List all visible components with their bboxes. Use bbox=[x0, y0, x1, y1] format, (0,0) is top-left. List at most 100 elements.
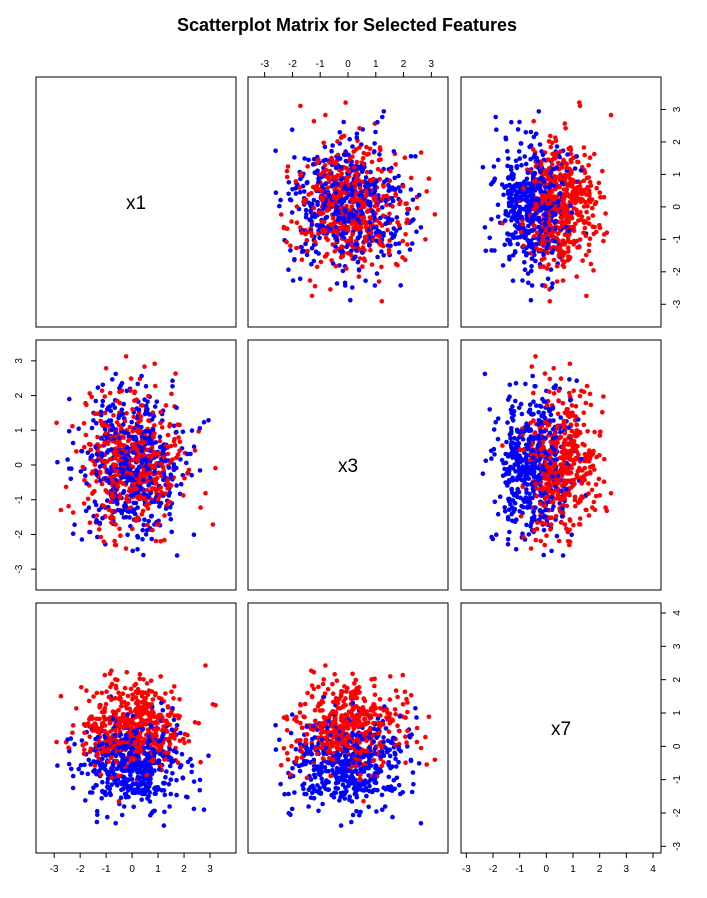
point-x7-x1 bbox=[179, 751, 185, 757]
point-x3-x1 bbox=[143, 384, 149, 389]
point-x7-x1 bbox=[109, 681, 115, 687]
point-x1-x7 bbox=[550, 281, 555, 286]
point-x1-x3 bbox=[358, 225, 364, 230]
point-x3-x1 bbox=[163, 459, 168, 464]
point-x7-x1 bbox=[129, 777, 135, 782]
variable-label-x7: x7 bbox=[551, 719, 571, 740]
point-x1-x7 bbox=[505, 163, 510, 169]
point-x1-x7 bbox=[548, 223, 553, 228]
point-x3-x7 bbox=[502, 509, 508, 514]
point-x3-x7 bbox=[490, 536, 496, 542]
point-x1-x7 bbox=[591, 268, 596, 273]
point-x1-x7 bbox=[558, 149, 563, 154]
point-x3-x7 bbox=[568, 398, 573, 403]
point-x3-x7 bbox=[565, 478, 570, 484]
point-x3-x7 bbox=[494, 532, 499, 537]
point-x1-x7 bbox=[557, 183, 563, 189]
point-x1-x7 bbox=[524, 197, 529, 202]
point-x7-x1 bbox=[128, 733, 134, 738]
point-x3-x1 bbox=[70, 440, 76, 446]
point-x1-x7 bbox=[568, 215, 574, 221]
point-x3-x1 bbox=[65, 457, 70, 462]
point-x7-x1 bbox=[169, 689, 174, 695]
point-x1-x3 bbox=[384, 202, 389, 208]
point-x3-x7 bbox=[543, 450, 549, 456]
point-x3-x1 bbox=[144, 447, 150, 453]
point-x3-x7 bbox=[548, 412, 554, 418]
point-x1-x7 bbox=[546, 242, 551, 247]
point-x3-x1 bbox=[86, 441, 92, 447]
point-x7-x1 bbox=[142, 791, 147, 797]
point-x1-x3 bbox=[369, 159, 375, 165]
point-x3-x1 bbox=[114, 468, 120, 474]
point-x3-x1 bbox=[139, 448, 145, 454]
point-x3-x1 bbox=[126, 488, 132, 494]
point-x3-x7 bbox=[535, 422, 541, 427]
point-x1-x7 bbox=[552, 177, 558, 183]
point-x3-x1 bbox=[129, 419, 134, 425]
point-x1-x3 bbox=[363, 224, 369, 230]
point-x1-x3 bbox=[294, 245, 299, 251]
point-x3-x1 bbox=[154, 399, 160, 405]
point-x7-x1 bbox=[110, 744, 116, 750]
point-x7-x1 bbox=[171, 717, 177, 723]
point-x7-x1 bbox=[201, 807, 207, 812]
point-x1-x3 bbox=[306, 192, 311, 197]
point-x3-x1 bbox=[146, 418, 151, 423]
point-x1-x3 bbox=[284, 168, 290, 174]
point-x3-x7 bbox=[528, 427, 533, 432]
point-x1-x3 bbox=[288, 248, 293, 253]
point-x7-x1 bbox=[115, 745, 121, 750]
point-x1-x7 bbox=[598, 195, 603, 200]
point-x1-x3 bbox=[350, 285, 355, 290]
point-x3-x7 bbox=[557, 429, 563, 435]
point-x3-x7 bbox=[529, 462, 535, 467]
point-x3-x7 bbox=[567, 361, 573, 367]
point-x3-x1 bbox=[67, 396, 72, 402]
point-x3-x1 bbox=[80, 464, 86, 470]
point-x3-x1 bbox=[94, 452, 100, 457]
point-x3-x1 bbox=[142, 474, 147, 479]
point-x3-x1 bbox=[91, 418, 96, 423]
point-x1-x3 bbox=[372, 141, 377, 146]
point-x1-x3 bbox=[341, 223, 346, 229]
point-x3-x1 bbox=[116, 479, 122, 485]
point-x7-x1 bbox=[167, 741, 173, 747]
point-x3-x7 bbox=[577, 522, 583, 527]
point-x1-x3 bbox=[344, 266, 349, 271]
point-x3-x7 bbox=[554, 533, 560, 539]
point-x1-x3 bbox=[404, 220, 409, 225]
point-x3-x1 bbox=[134, 397, 139, 403]
point-x7-x1 bbox=[116, 690, 121, 695]
point-x7-x1 bbox=[131, 804, 136, 810]
point-x3-x7 bbox=[527, 407, 533, 413]
point-x1-x7 bbox=[523, 161, 529, 167]
point-x3-x7 bbox=[542, 371, 548, 376]
point-x1-x3 bbox=[299, 230, 305, 235]
point-x3-x1 bbox=[130, 481, 136, 487]
point-x1-x3 bbox=[367, 146, 373, 152]
point-x1-x3 bbox=[335, 217, 341, 223]
point-x3-x1 bbox=[121, 422, 126, 427]
point-x7-x1 bbox=[101, 714, 107, 719]
point-x3-x1 bbox=[145, 399, 150, 405]
point-x3-x1 bbox=[156, 450, 162, 456]
point-x3-x7 bbox=[492, 452, 497, 457]
point-x3-x7 bbox=[552, 452, 558, 458]
point-x3-x1 bbox=[174, 483, 179, 488]
point-x7-x1 bbox=[150, 759, 155, 764]
point-x1-x3 bbox=[309, 261, 314, 267]
point-x3-x1 bbox=[109, 493, 115, 499]
point-x7-x1 bbox=[109, 782, 114, 787]
point-x3-x1 bbox=[66, 429, 72, 434]
point-x3-x7 bbox=[567, 539, 573, 544]
point-x3-x1 bbox=[89, 394, 94, 400]
point-x3-x1 bbox=[165, 486, 170, 491]
point-x7-x1 bbox=[136, 699, 141, 705]
point-x7-x1 bbox=[125, 712, 130, 717]
point-x1-x3 bbox=[287, 197, 293, 202]
point-x1-x3 bbox=[333, 224, 339, 230]
point-x1-x3 bbox=[379, 223, 385, 228]
point-x1-x7 bbox=[491, 164, 497, 169]
point-x1-x7 bbox=[532, 224, 537, 229]
